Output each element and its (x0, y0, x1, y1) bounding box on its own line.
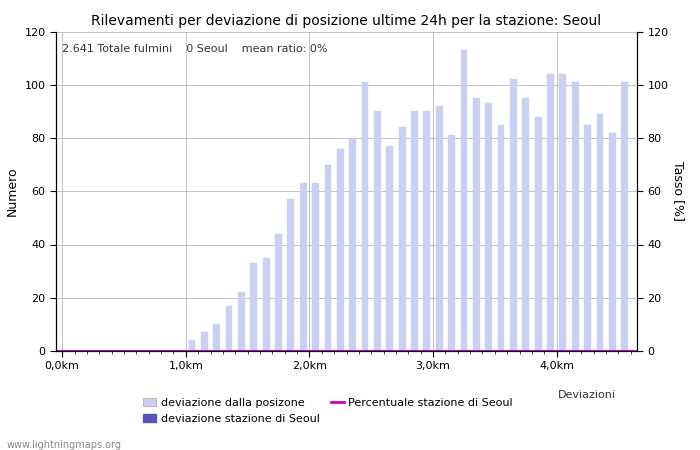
Text: www.lightningmaps.org: www.lightningmaps.org (7, 440, 122, 450)
Bar (262, 258, 270, 351)
Bar (547, 74, 554, 351)
Title: Rilevamenti per deviazione di posizione ultime 24h per la stazione: Seoul: Rilevamenti per deviazione di posizione … (92, 14, 601, 27)
Bar (498, 125, 505, 351)
Bar (337, 148, 344, 351)
Bar (522, 98, 529, 351)
Text: 2.641 Totale fulmini    0 Seoul    mean ratio: 0%: 2.641 Totale fulmini 0 Seoul mean ratio:… (62, 44, 328, 54)
Y-axis label: Numero: Numero (6, 166, 19, 216)
Bar (572, 82, 579, 351)
Bar (386, 146, 393, 351)
Bar (188, 340, 195, 351)
Bar (411, 112, 418, 351)
Bar (251, 263, 257, 351)
Text: Deviazioni: Deviazioni (558, 390, 616, 400)
Bar (312, 183, 319, 351)
Bar (424, 112, 430, 351)
Bar (374, 112, 381, 351)
Bar (584, 125, 591, 351)
Bar (201, 333, 208, 351)
Bar (288, 199, 294, 351)
Bar (621, 82, 628, 351)
Bar (609, 133, 616, 351)
Bar (485, 104, 492, 351)
Y-axis label: Tasso [%]: Tasso [%] (672, 161, 685, 221)
Bar (596, 114, 603, 351)
Bar (436, 106, 442, 351)
Bar (535, 117, 542, 351)
Bar (448, 135, 455, 351)
Bar (325, 165, 331, 351)
Bar (275, 234, 282, 351)
Bar (399, 127, 405, 351)
Bar (510, 79, 517, 351)
Legend: deviazione dalla posizone, deviazione stazione di Seoul, Percentuale stazione di: deviazione dalla posizone, deviazione st… (143, 398, 513, 423)
Bar (300, 183, 307, 351)
Bar (559, 74, 566, 351)
Bar (225, 306, 232, 351)
Bar (238, 292, 245, 351)
Bar (362, 82, 368, 351)
Bar (214, 324, 220, 351)
Bar (349, 138, 356, 351)
Bar (473, 98, 480, 351)
Bar (461, 50, 468, 351)
